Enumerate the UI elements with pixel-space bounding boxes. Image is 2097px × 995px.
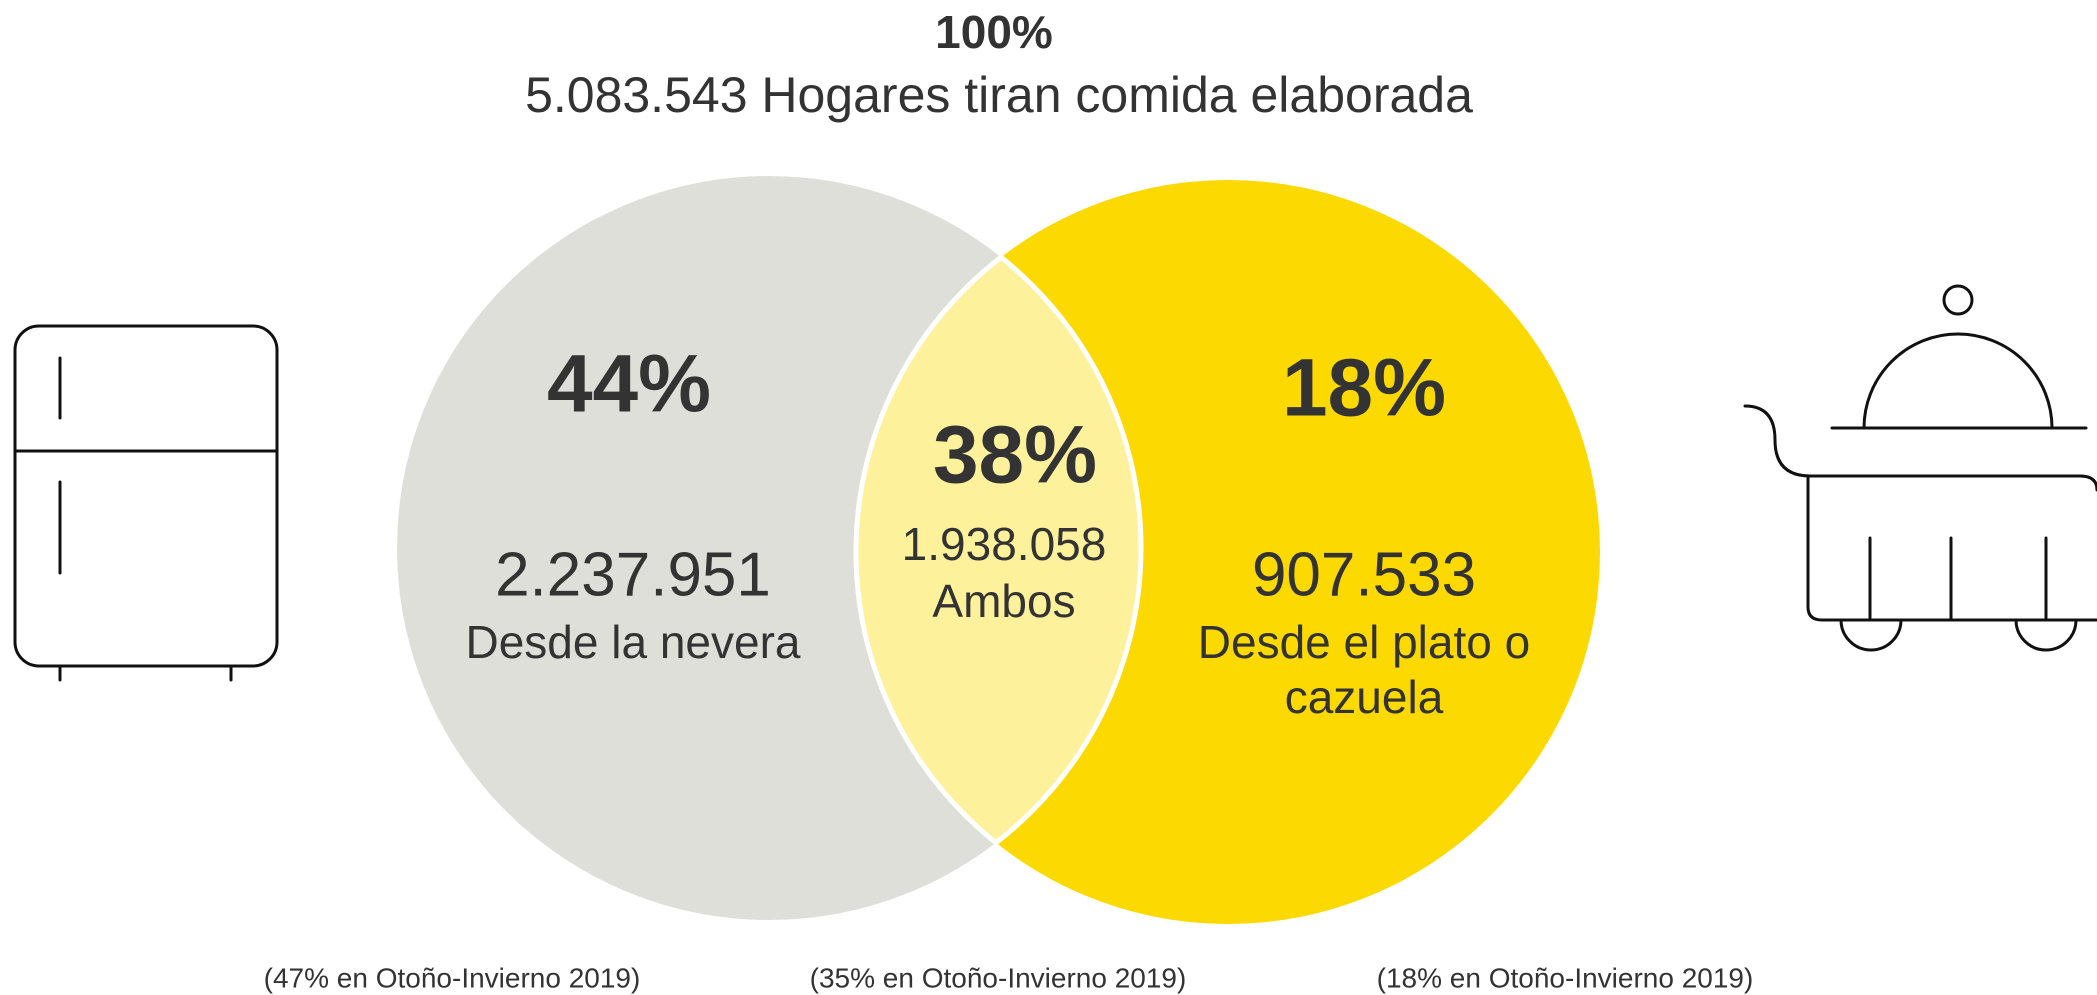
set-percent: 18% — [1282, 343, 1446, 434]
footnote: (18% en Otoño-Invierno 2019) — [1377, 962, 1754, 993]
title: 100% — [935, 6, 1053, 58]
footnote: (47% en Otoño-Invierno 2019) — [264, 962, 641, 993]
subtitle: 5.083.543 Hogares tiran comida elaborada — [525, 67, 1473, 123]
intersection-label: Ambos — [932, 575, 1075, 627]
set-label: cazuela — [1285, 671, 1444, 723]
lens-outline — [853, 177, 1141, 920]
lens-outline — [856, 180, 1144, 923]
intersection-count: 1.938.058 — [902, 518, 1107, 570]
set-percent: 44% — [547, 339, 711, 430]
set-count: 907.533 — [1252, 540, 1476, 609]
set-label: Desde el plato o — [1198, 616, 1530, 668]
intersection-lens — [856, 180, 1141, 920]
food-cart-icon — [1743, 284, 2097, 652]
fridge-icon — [13, 324, 279, 682]
footnote: (35% en Otoño-Invierno 2019) — [810, 962, 1187, 993]
set-count: 2.237.951 — [495, 540, 771, 609]
intersection-percent: 38% — [933, 410, 1097, 501]
set-label: Desde la nevera — [466, 616, 801, 668]
